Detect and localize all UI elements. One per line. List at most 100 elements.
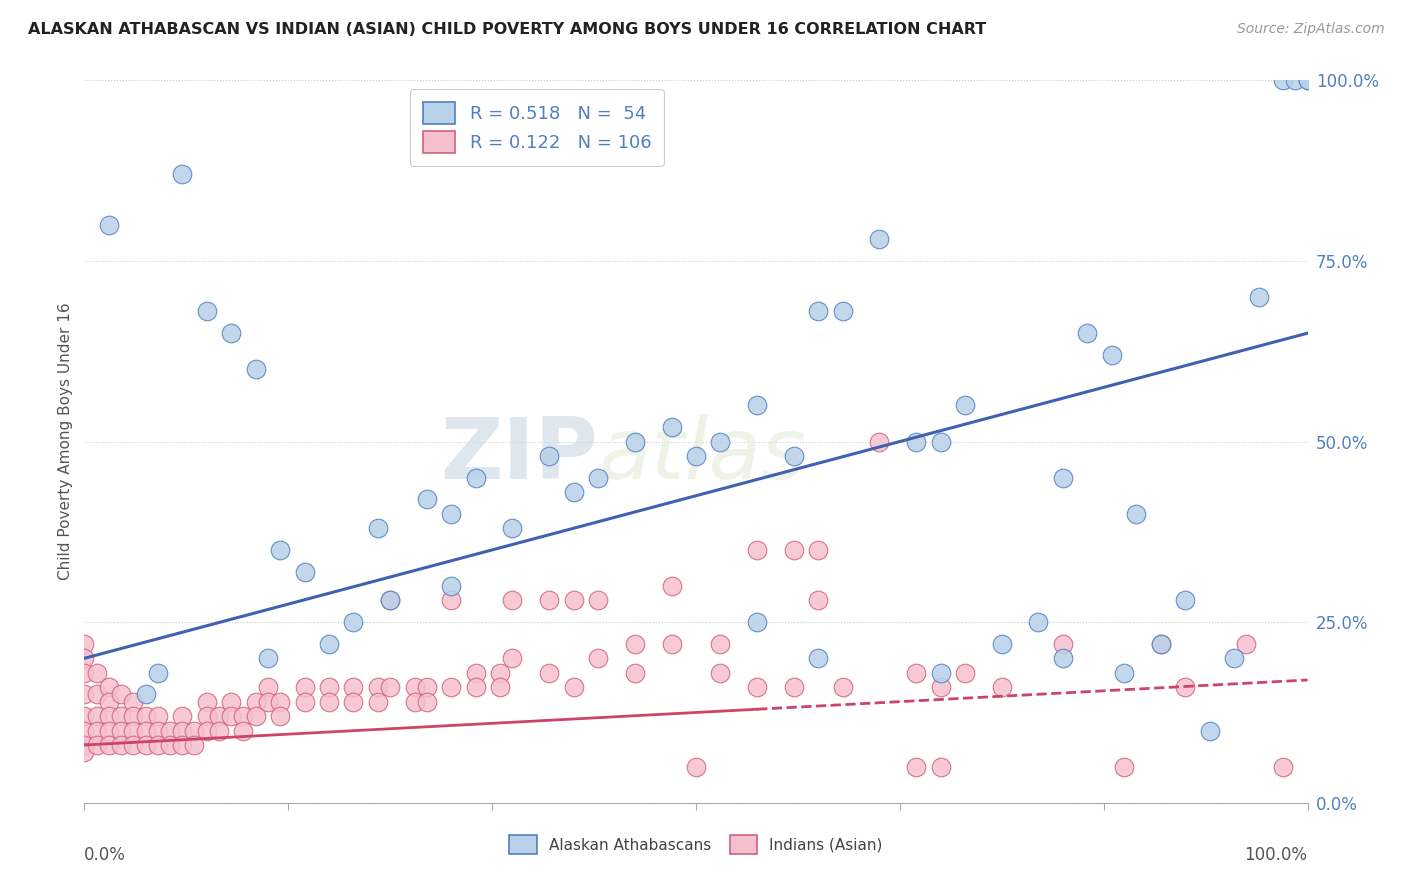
Point [159,723,181,738]
Point [318,695,340,709]
Point [97,680,120,694]
Point [624,665,647,680]
Point [208,709,231,723]
Point [709,637,731,651]
Point [172,709,194,723]
Point [586,651,609,665]
Point [783,542,806,557]
Point [367,680,389,694]
Point [86,665,108,680]
Point [586,593,609,607]
Point [1101,348,1123,362]
Point [342,615,364,630]
Point [502,593,524,607]
Point [1198,723,1220,738]
Point [562,680,585,694]
Point [1174,593,1197,607]
Point [172,738,194,752]
Point [380,593,402,607]
Point [416,492,439,507]
Point [685,449,707,463]
Point [159,738,181,752]
Point [318,680,340,694]
Point [953,665,976,680]
Point [502,651,524,665]
Point [73,738,96,752]
Point [905,760,928,774]
Point [195,709,218,723]
Point [489,680,512,694]
Legend: Alaskan Athabascans, Indians (Asian): Alaskan Athabascans, Indians (Asian) [503,830,889,860]
Point [661,637,683,651]
Point [1272,73,1295,87]
Point [219,326,242,341]
Point [86,687,108,701]
Point [294,565,316,579]
Text: 0.0%: 0.0% [84,847,127,864]
Point [905,434,928,449]
Point [440,507,463,521]
Point [257,695,280,709]
Point [73,665,96,680]
Point [747,398,769,412]
Point [1150,637,1173,651]
Point [709,434,731,449]
Point [747,680,769,694]
Point [269,709,291,723]
Point [342,680,364,694]
Point [440,579,463,593]
Point [219,695,242,709]
Point [97,709,120,723]
Point [122,695,145,709]
Point [380,680,402,694]
Text: ALASKAN ATHABASCAN VS INDIAN (ASIAN) CHILD POVERTY AMONG BOYS UNDER 16 CORRELATI: ALASKAN ATHABASCAN VS INDIAN (ASIAN) CHI… [28,22,987,37]
Point [929,665,952,680]
Point [1236,637,1258,651]
Point [195,723,218,738]
Point [624,434,647,449]
Point [404,695,426,709]
Point [502,521,524,535]
Point [685,760,707,774]
Point [86,738,108,752]
Point [953,398,976,412]
Point [489,665,512,680]
Point [1296,73,1319,87]
Y-axis label: Child Poverty Among Boys Under 16: Child Poverty Among Boys Under 16 [58,302,73,581]
Point [245,362,267,376]
Point [245,695,267,709]
Point [97,218,120,232]
Point [110,687,132,701]
Point [1028,615,1050,630]
Point [1125,507,1147,521]
Point [1296,73,1319,87]
Point [747,615,769,630]
Point [146,738,169,752]
Text: atlas: atlas [598,415,806,498]
Point [232,723,254,738]
Point [416,695,439,709]
Point [905,665,928,680]
Point [869,232,891,246]
Point [208,723,231,738]
Point [135,687,157,701]
Point [929,680,952,694]
Point [367,695,389,709]
Point [86,723,108,738]
Point [219,709,242,723]
Point [831,304,853,318]
Point [135,709,157,723]
Point [538,449,561,463]
Point [807,651,830,665]
Point [464,471,486,485]
Point [367,521,389,535]
Point [807,542,830,557]
Point [1174,680,1197,694]
Point [538,665,561,680]
Point [586,471,609,485]
Point [464,665,486,680]
Point [269,695,291,709]
Point [110,723,132,738]
Point [97,695,120,709]
Point [380,593,402,607]
